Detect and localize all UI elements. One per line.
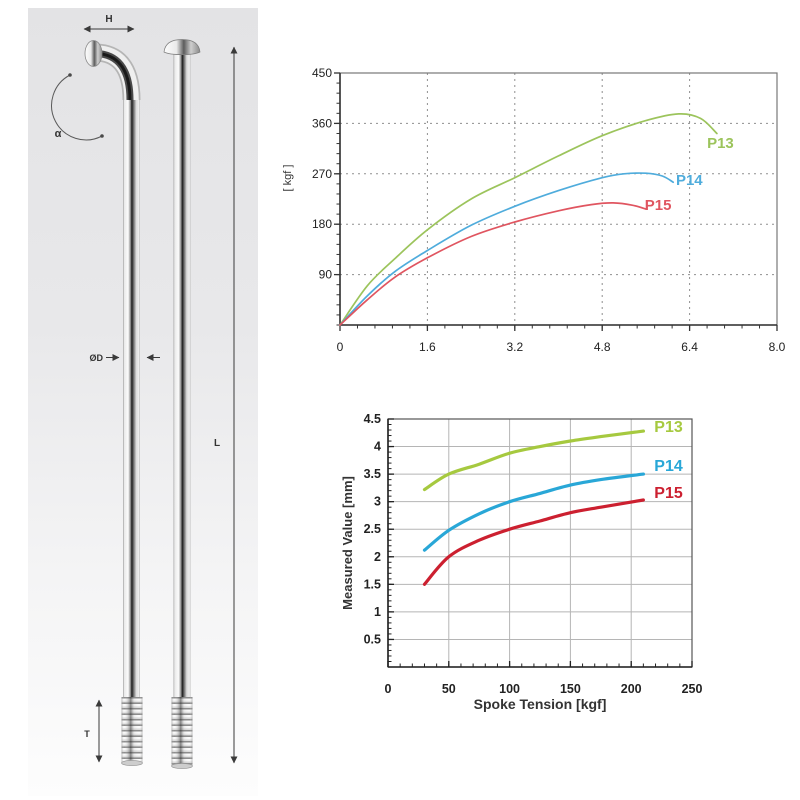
- series-label-P14: P14: [654, 458, 683, 475]
- y-tick-label: 360: [312, 116, 332, 130]
- y-tick-label: 180: [312, 217, 332, 231]
- x-tick-label: 250: [682, 682, 703, 696]
- x-tick-label: 50: [442, 682, 456, 696]
- straight-spoke-thread-shading: [171, 697, 193, 766]
- y-tick-label: 3: [374, 495, 381, 509]
- y-tick-label: 2.5: [364, 522, 381, 536]
- y-tick-label: 4.5: [364, 412, 381, 426]
- y-tick-label: 1: [374, 605, 381, 619]
- y-tick-label: 0.5: [364, 632, 381, 646]
- x-tick-label: 0: [337, 340, 344, 354]
- length-label: L: [214, 438, 220, 449]
- diameter-label: ØD: [90, 353, 104, 363]
- j-bend-spoke-head: [84, 40, 103, 67]
- y-tick-label: 1.5: [364, 577, 381, 591]
- spoke-technical-drawing: H α ØD L T: [51, 14, 238, 769]
- j-bend-spoke: [84, 40, 143, 766]
- straight-spoke-head: [163, 39, 201, 55]
- y-tick-label: 90: [319, 268, 333, 282]
- bend-angle-label: α: [55, 128, 62, 140]
- j-bend-spoke-thread-shading: [121, 697, 143, 763]
- x-tick-label: 8.0: [769, 340, 786, 354]
- bend-angle-arc-end-dot: [68, 73, 72, 77]
- x-tick-label: 3.2: [506, 340, 523, 354]
- thread-length-label: T: [84, 729, 90, 739]
- x-tick-label: 200: [621, 682, 642, 696]
- y-axis-title: Measured Value [mm]: [340, 476, 355, 610]
- bend-angle-arc: [51, 74, 103, 141]
- y-tick-label: 270: [312, 167, 332, 181]
- x-tick-label: 0: [385, 682, 392, 696]
- j-bend-thread-end-cap: [121, 760, 143, 766]
- series-label-P13: P13: [707, 135, 734, 152]
- y-tick-label: 2: [374, 550, 381, 564]
- x-tick-label: 150: [560, 682, 581, 696]
- bend-angle-arc-start-dot: [100, 134, 104, 138]
- y-tick-label: 3.5: [364, 467, 381, 481]
- x-tick-label: 4.8: [594, 340, 611, 354]
- series-label-P15: P15: [645, 197, 672, 214]
- straight-thread-end-cap: [171, 763, 193, 769]
- measured-value-vs-tension-chart: 0 50 100 150 200 250 0.5 1 1.5 2 2.5 3 3.5 4 4.5 Measur…: [340, 412, 702, 712]
- y-axis-title: [ kgf ]: [282, 165, 294, 192]
- series-curve-P13: [339, 112, 718, 326]
- x-tick-label: 1.6: [419, 340, 436, 354]
- series-label-P13: P13: [654, 419, 683, 436]
- series-curve-P15: [339, 202, 647, 326]
- series-curve-P14: [339, 172, 675, 326]
- x-tick-label: 6.4: [681, 340, 698, 354]
- y-tick-label: 450: [312, 66, 332, 80]
- straight-spoke-shaft: [173, 51, 191, 698]
- x-axis-title: Spoke Tension [kgf]: [474, 696, 607, 712]
- x-tick-label: 100: [499, 682, 520, 696]
- series-label-P15: P15: [654, 485, 683, 502]
- plot-border: [339, 72, 778, 326]
- j-bend-spoke-shaft: [123, 96, 140, 698]
- tension-deflection-chart: 0 1.6 3.2 4.8 6.4 8.0 90 180 270 360 450 [ kgf ] P13…: [282, 66, 786, 354]
- straight-pull-spoke: [163, 39, 201, 769]
- series-curve-P14: [422, 472, 645, 552]
- y-tick-label: 4: [374, 440, 381, 454]
- series-curve-P15: [422, 498, 645, 586]
- spoke-diagram-panel: [28, 8, 258, 796]
- head-width-label: H: [105, 14, 112, 25]
- series-label-P14: P14: [676, 172, 703, 189]
- series-curve-P13: [422, 429, 645, 492]
